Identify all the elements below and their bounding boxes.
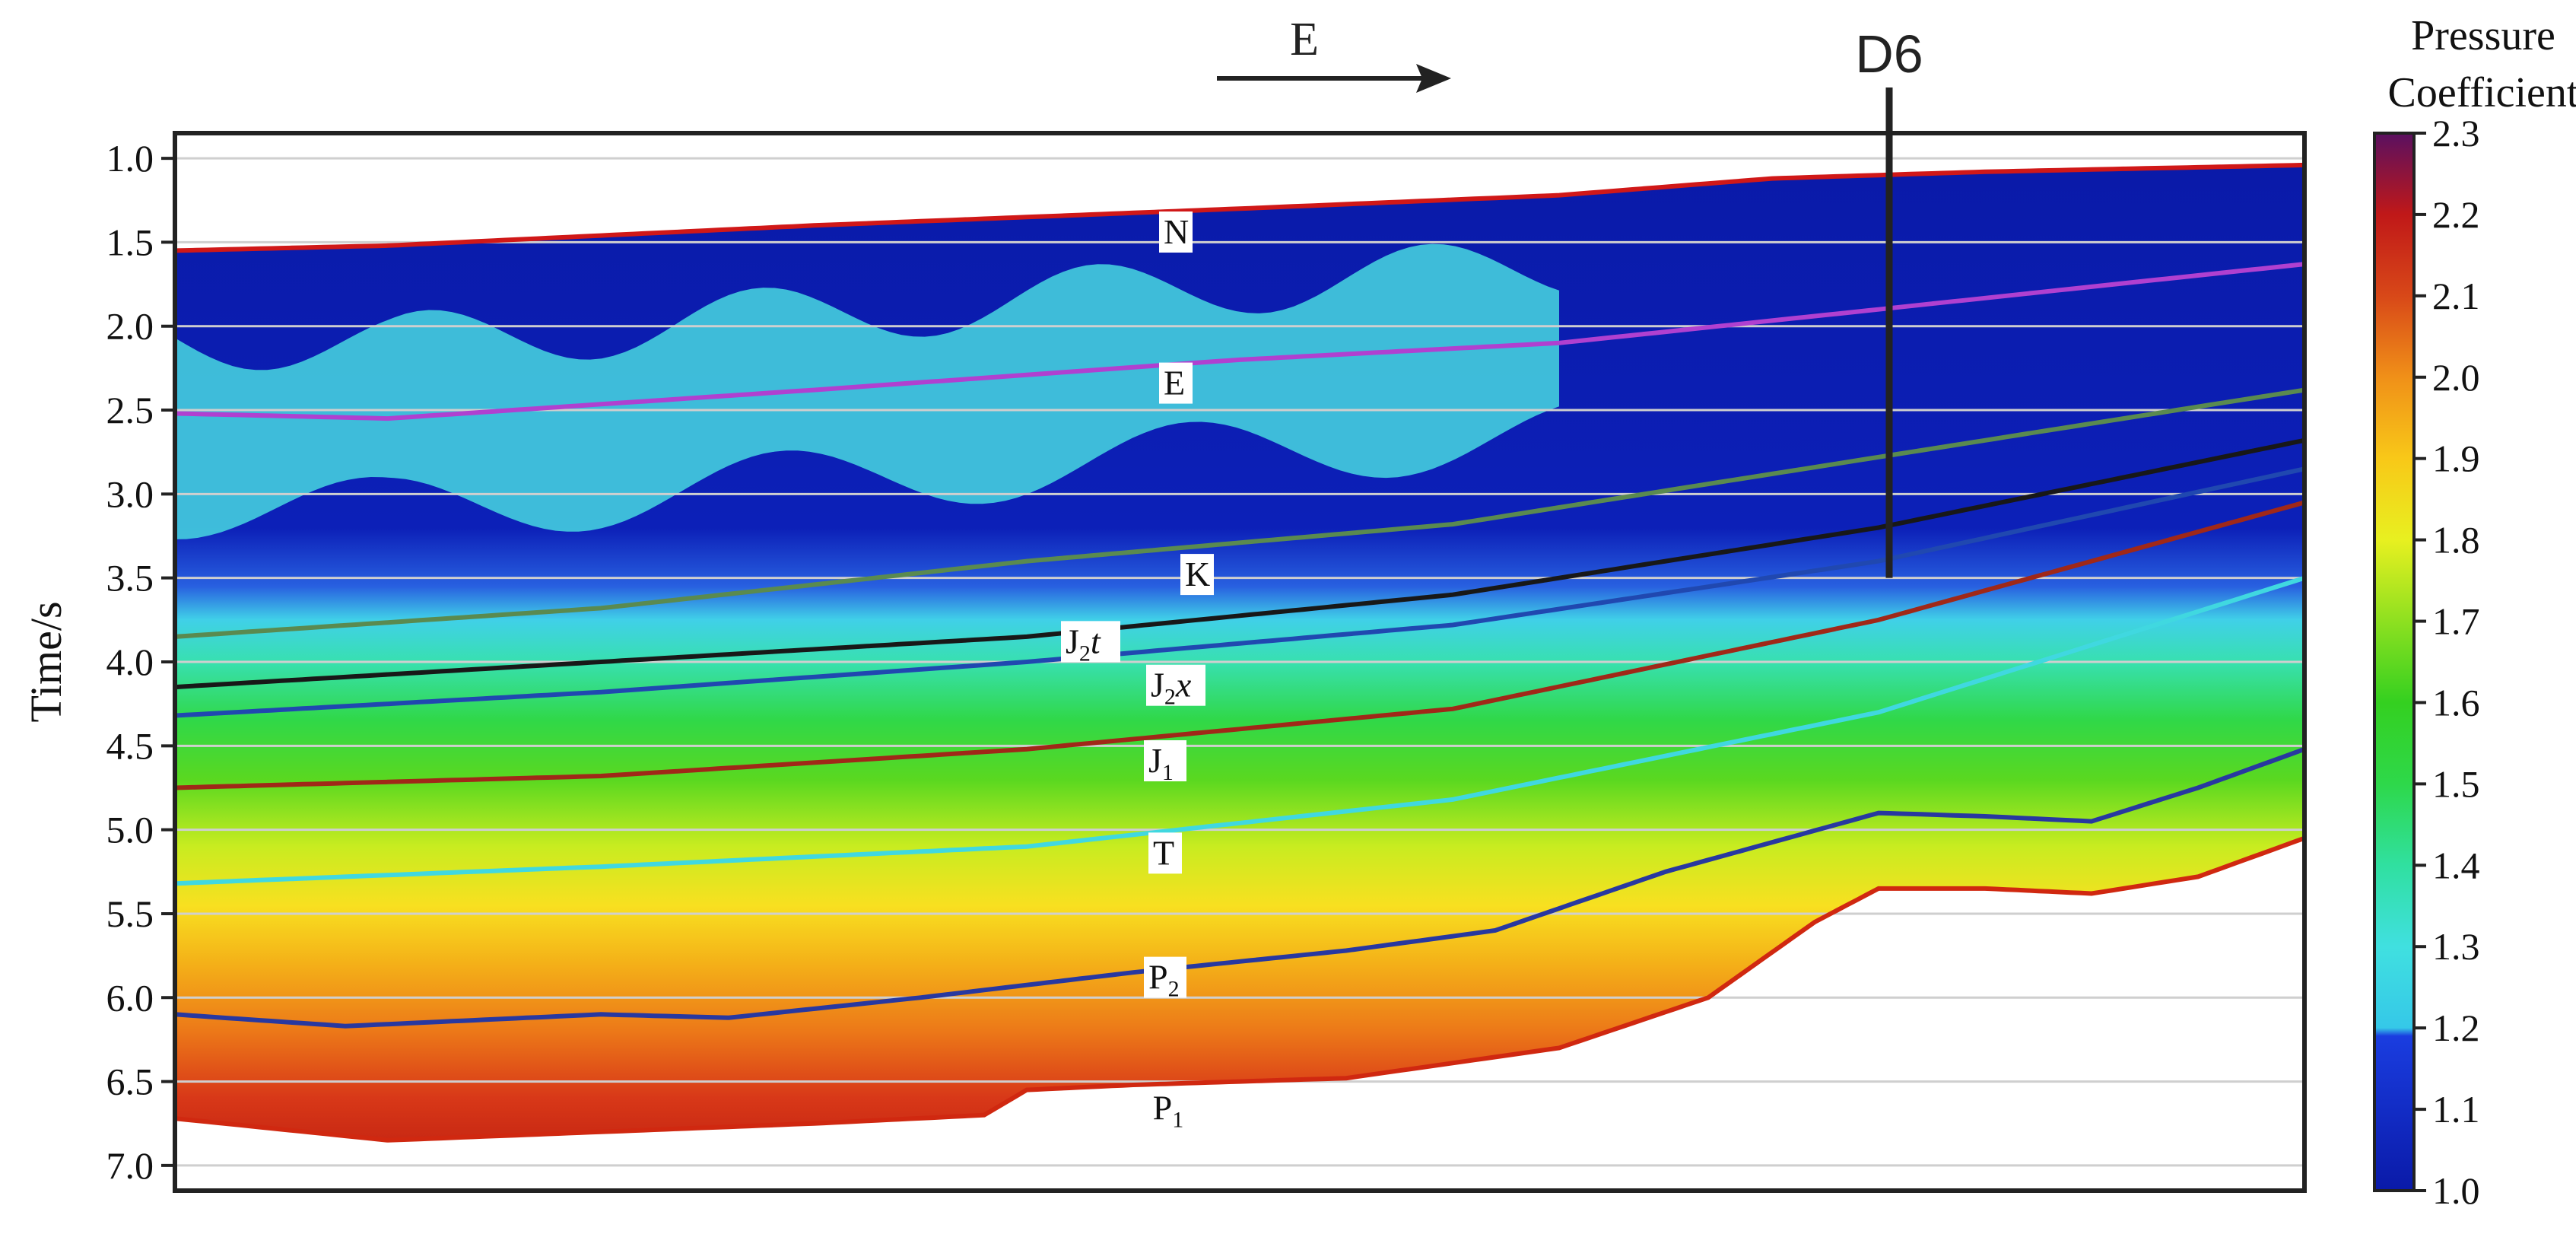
horizon-label-bg — [1159, 211, 1193, 253]
direction-indicator: E — [1217, 14, 1451, 93]
colorbar-tick-label: 1.2 — [2432, 1007, 2480, 1049]
colorbar-tick-label: 1.3 — [2432, 925, 2480, 968]
well-label: D6 — [1855, 24, 1923, 84]
horizon-line — [174, 162, 2305, 253]
colorbar-tick-label: 1.4 — [2432, 844, 2480, 886]
colorbar-tick-label: 1.6 — [2432, 681, 2480, 724]
direction-label: E — [1290, 14, 1319, 65]
y-tick-label: 4.0 — [106, 641, 154, 683]
y-tick-label: 6.5 — [106, 1061, 154, 1103]
colorbar-tick-label: 1.1 — [2432, 1088, 2480, 1131]
horizon-label: K — [1185, 555, 1210, 593]
horizon-label-bg — [1180, 554, 1214, 596]
y-tick-label: 6.0 — [106, 976, 154, 1019]
horizon-label-bg — [1144, 740, 1186, 781]
y-axis: 1.0 1.5 2.0 2.5 3.0 3.5 4.0 4.5 5.0 5.5 6.0 6.5 7.0 — [106, 137, 175, 1187]
y-tick-label: 5.5 — [106, 892, 154, 935]
horizon-line — [174, 387, 2305, 639]
horizon-line — [174, 500, 2305, 790]
horizon-label-bg — [1144, 956, 1186, 998]
plot-area: N E K J2t J2x J1 T P2 P1 — [174, 87, 2306, 1167]
horizon-label-bg — [1148, 1087, 1191, 1129]
horizon-label: T — [1153, 833, 1174, 872]
colorbar-ticks: 2.3 2.2 2.1 2.0 1.9 1.8 1.7 1.6 1.5 1.4 1.3 1.2 1.1 1… — [2414, 112, 2480, 1212]
colorbar-tick-label: 1.7 — [2432, 600, 2480, 643]
horizon-label-bg — [1159, 362, 1193, 404]
horizon-label: P2 — [1148, 958, 1180, 1002]
colorbar-gradient — [2373, 132, 2416, 1192]
horizon-label: J1 — [1148, 741, 1174, 785]
horizon-label: J2x — [1151, 666, 1192, 710]
y-tick-label: 1.5 — [106, 221, 154, 263]
horizon-label: N — [1164, 212, 1189, 251]
horizon-label: E — [1164, 364, 1185, 402]
horizon-line — [174, 466, 2305, 718]
horizon-lines — [174, 162, 2306, 1143]
horizon-label-bg — [1146, 664, 1205, 706]
colorbar-tick-label: 2.3 — [2432, 112, 2480, 154]
colorbar-tick-label: 1.9 — [2432, 437, 2480, 480]
y-tick-label: 2.0 — [106, 305, 154, 348]
horizon-label: J2t — [1066, 622, 1101, 666]
y-tick-label: 4.5 — [106, 724, 154, 767]
pressure-field-fill — [175, 164, 2304, 1140]
horizon-label-bg — [1061, 621, 1120, 663]
horizon-line — [174, 262, 2305, 421]
y-tick-label: 3.0 — [106, 472, 154, 515]
horizon-line — [174, 835, 2306, 1143]
y-tick-label: 5.0 — [106, 809, 154, 851]
colorbar-tick-label: 2.0 — [2432, 356, 2480, 399]
colorbar-title-line2: Coefficient — [2388, 69, 2576, 116]
y-tick-label: 2.5 — [106, 389, 154, 431]
horizon-line — [174, 437, 2305, 690]
transition-zone-band — [175, 243, 1559, 539]
horizon-line — [174, 746, 2306, 1029]
horizon-label-bg — [1148, 832, 1182, 874]
colorbar-tick-label: 2.2 — [2432, 193, 2480, 236]
colorbar-title-line1: Pressure — [2411, 12, 2555, 59]
low-pressure-overlay — [175, 243, 1559, 539]
y-tick-label: 3.5 — [106, 557, 154, 600]
direction-arrow-icon — [1416, 64, 1451, 93]
y-axis-title: Time/s — [21, 601, 71, 722]
colorbar-tick-label: 1.0 — [2432, 1169, 2480, 1212]
y-tick-label: 7.0 — [106, 1144, 154, 1187]
colorbar: Pressure Coefficient 2.3 2.2 2.1 2.0 1.9 1.8 1… — [2373, 12, 2576, 1212]
horizon-label: P1 — [1153, 1089, 1184, 1133]
y-tick-label: 1.0 — [106, 137, 154, 180]
colorbar-tick-label: 1.8 — [2432, 519, 2480, 561]
horizon-labels: N E K J2t J2x J1 T P2 P1 — [1061, 211, 1214, 1133]
colorbar-tick-label: 2.1 — [2432, 275, 2480, 317]
horizon-line — [174, 575, 2305, 886]
colorbar-tick-label: 1.5 — [2432, 762, 2480, 805]
